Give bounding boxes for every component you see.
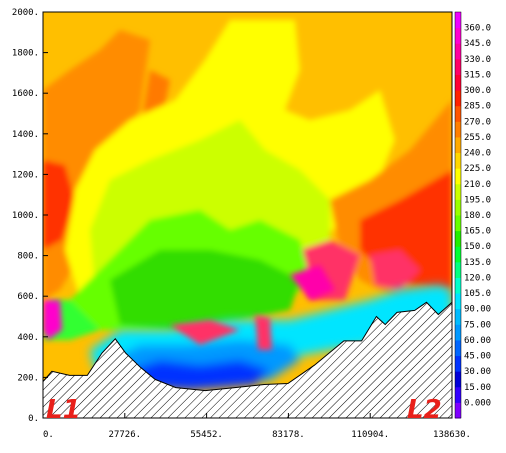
colorbar-swatch bbox=[455, 90, 461, 107]
colorbar-swatch bbox=[455, 105, 461, 122]
x-tick-label: 110904. bbox=[351, 430, 389, 440]
colorbar-label: 90.00 bbox=[464, 305, 491, 315]
colorbar-swatch bbox=[455, 74, 461, 91]
y-tick-label: 0. bbox=[28, 414, 39, 424]
colorbar-label: 360.0 bbox=[464, 24, 491, 34]
colorbar-label: 75.00 bbox=[464, 320, 491, 330]
colorbar-swatch bbox=[455, 168, 461, 185]
y-tick-label: 2000. bbox=[12, 8, 39, 18]
colorbar-label: 240.0 bbox=[464, 149, 491, 159]
colorbar-label: 210.0 bbox=[464, 180, 491, 190]
x-tick-label: 55452. bbox=[190, 430, 223, 440]
colorbar-swatch bbox=[455, 339, 461, 357]
colorbar-swatch bbox=[455, 371, 461, 388]
terrain-hatch bbox=[43, 301, 452, 418]
colorbar-swatch bbox=[455, 136, 461, 154]
x-tick-label: 0. bbox=[43, 430, 54, 440]
colorbar-label: 165.0 bbox=[464, 227, 491, 237]
colorbar-label: 345.0 bbox=[464, 39, 491, 49]
y-tick-label: 1600. bbox=[12, 89, 39, 99]
y-tick-label: 1200. bbox=[12, 170, 39, 180]
colorbar-label: 45.00 bbox=[464, 352, 491, 362]
colorbar-swatch bbox=[455, 12, 461, 29]
colorbar-label: 30.00 bbox=[464, 367, 491, 377]
colorbar-swatch bbox=[455, 261, 461, 278]
colorbar-label: 180.0 bbox=[464, 211, 491, 221]
contour-field bbox=[43, 12, 452, 418]
colorbar-label: 225.0 bbox=[464, 164, 491, 174]
x-tick-label: 83178. bbox=[272, 430, 305, 440]
x-axis: 0. 27726. 55452. 83178. 110904. 138630. bbox=[42, 413, 471, 440]
colorbar-label: 135.0 bbox=[464, 258, 491, 268]
x-tick-label: 27726. bbox=[109, 430, 142, 440]
y-tick-label: 1000. bbox=[12, 211, 39, 221]
colorbar-swatch bbox=[455, 402, 461, 419]
colorbar-frame bbox=[454, 11, 462, 419]
colorbar-swatch bbox=[455, 386, 461, 403]
colorbar-swatch bbox=[455, 27, 461, 44]
colorbar-label: 120.0 bbox=[464, 274, 491, 284]
colorbar-swatch bbox=[455, 246, 461, 263]
colorbar-swatch bbox=[455, 277, 461, 294]
colorbar-swatch bbox=[455, 215, 461, 232]
y-tick-label: 1800. bbox=[12, 49, 39, 59]
colorbar-label: 330.0 bbox=[464, 55, 491, 65]
annotation-l1: L1 bbox=[46, 395, 81, 425]
annotation-l2: L2 bbox=[407, 395, 442, 425]
colorbar-label: 195.0 bbox=[464, 195, 491, 205]
colorbar-swatch bbox=[455, 308, 461, 325]
colorbar-label: 255.0 bbox=[464, 133, 491, 143]
colorbar-label: 15.00 bbox=[464, 383, 491, 393]
y-tick-label: 800. bbox=[17, 252, 39, 262]
y-tick-label: 1400. bbox=[12, 130, 39, 140]
colorbar-label: 315.0 bbox=[464, 71, 491, 81]
y-tick-label: 600. bbox=[17, 292, 39, 302]
x-tick-label: 138630. bbox=[433, 430, 471, 440]
colorbar-swatch bbox=[455, 183, 461, 200]
colorbar-label: 60.00 bbox=[464, 336, 491, 346]
colorbar-swatch bbox=[455, 43, 461, 60]
colorbar-label: 285.0 bbox=[464, 102, 491, 112]
colorbar-label: 300.0 bbox=[464, 86, 491, 96]
colorbar-swatch bbox=[455, 230, 461, 247]
colorbar-swatch bbox=[455, 355, 461, 372]
colorbar-swatch bbox=[455, 199, 461, 216]
colorbar-swatch bbox=[455, 121, 461, 138]
colorbar-swatch bbox=[455, 58, 461, 75]
colorbar-label: 150.0 bbox=[464, 242, 491, 252]
y-axis: 0. 200. 400. 600. 800. 1000. 1200. 1400. 1600. 18… bbox=[12, 8, 48, 424]
colorbar-swatch bbox=[455, 324, 461, 341]
y-tick-label: 400. bbox=[17, 333, 39, 343]
colorbar-label: 270.0 bbox=[464, 117, 491, 127]
colorbar-swatch bbox=[455, 152, 461, 169]
y-tick-label: 200. bbox=[17, 373, 39, 383]
colorbar-label: 105.0 bbox=[464, 289, 491, 299]
colorbar-label: 0.000 bbox=[464, 398, 491, 408]
colorbar-swatch bbox=[455, 293, 461, 310]
colorbar: 0.000 15.00 30.00 45.00 60.00 75.00 90.00 105.0… bbox=[454, 11, 491, 419]
